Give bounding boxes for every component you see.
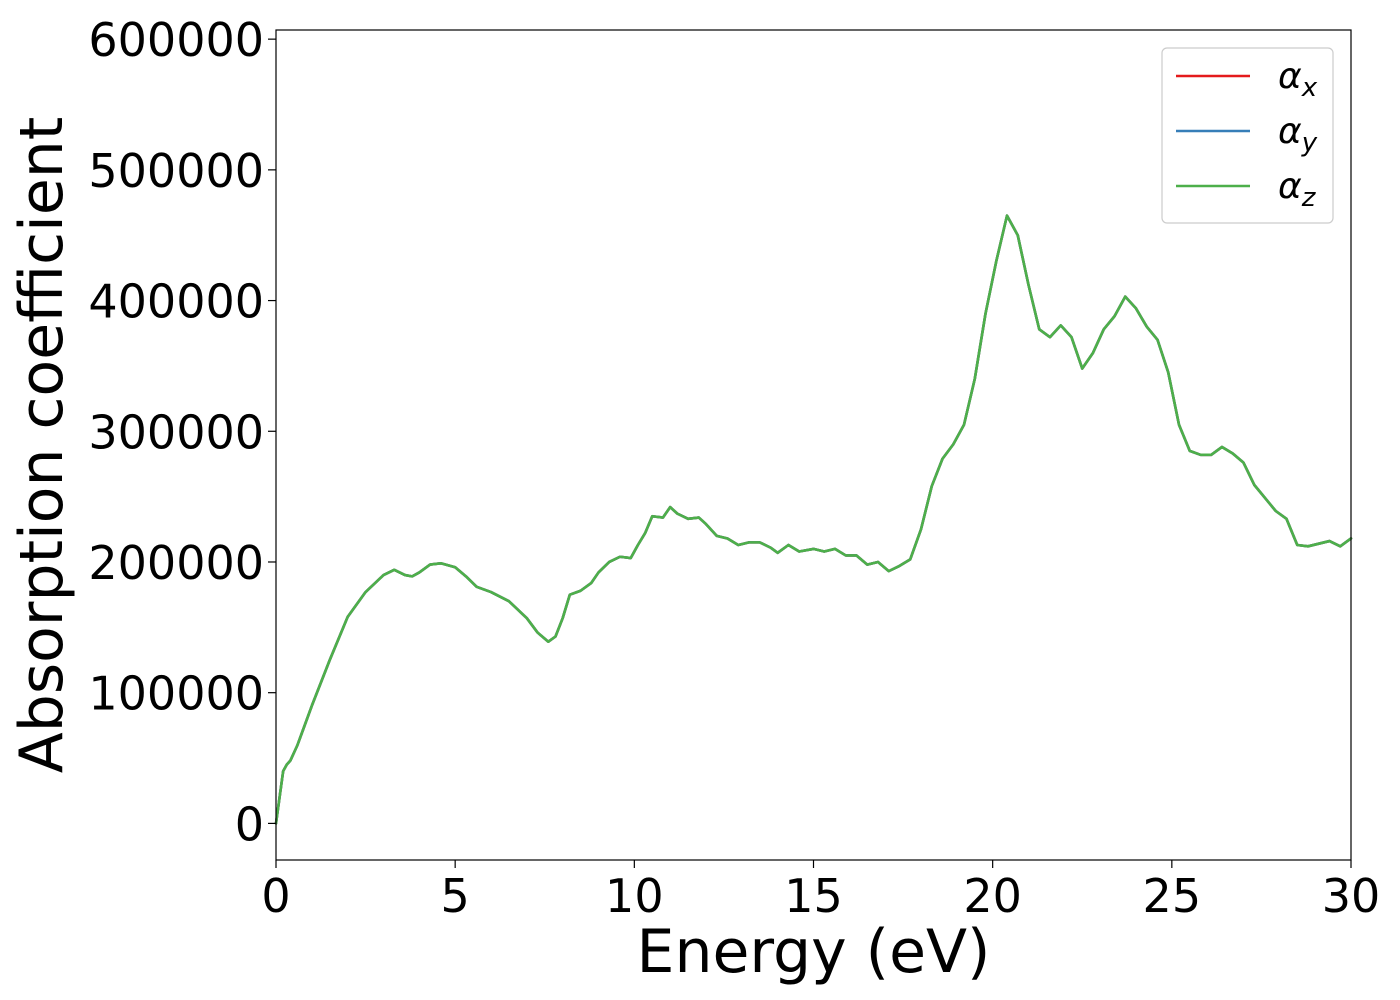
x-axis-title: Energy (eV): [637, 917, 991, 987]
y-tick-label: 100000: [88, 667, 264, 721]
x-tick-label: 0: [261, 869, 290, 923]
legend: αx αy αz: [1161, 47, 1334, 224]
x-tick-label: 10: [605, 869, 664, 923]
y-axis-title: Absorption coefficient: [7, 117, 77, 774]
x-tick-label: 30: [1322, 869, 1381, 923]
y-tick-label: 200000: [88, 536, 264, 590]
y-tick-label: 0: [235, 797, 264, 851]
series-layer: [274, 214, 1353, 825]
series-line-3: [274, 214, 1353, 825]
legend-label: αz: [1278, 166, 1317, 213]
y-axis: 0 100000 200000 300000 400000 500000 600000: [88, 13, 276, 851]
legend-label: αx: [1278, 56, 1318, 103]
legend-box: [1161, 47, 1334, 224]
x-tick-label: 20: [963, 869, 1022, 923]
x-tick-label: 25: [1143, 869, 1202, 923]
x-tick-label: 15: [784, 869, 843, 923]
y-tick-label: 500000: [88, 144, 264, 198]
y-tick-label: 600000: [88, 13, 264, 67]
y-tick-label: 300000: [88, 405, 264, 459]
x-tick-label: 5: [441, 869, 470, 923]
y-tick-label: 400000: [88, 275, 264, 329]
x-axis: 0 5 10 15 20 25 30: [261, 860, 1380, 923]
legend-label: αy: [1278, 111, 1318, 158]
